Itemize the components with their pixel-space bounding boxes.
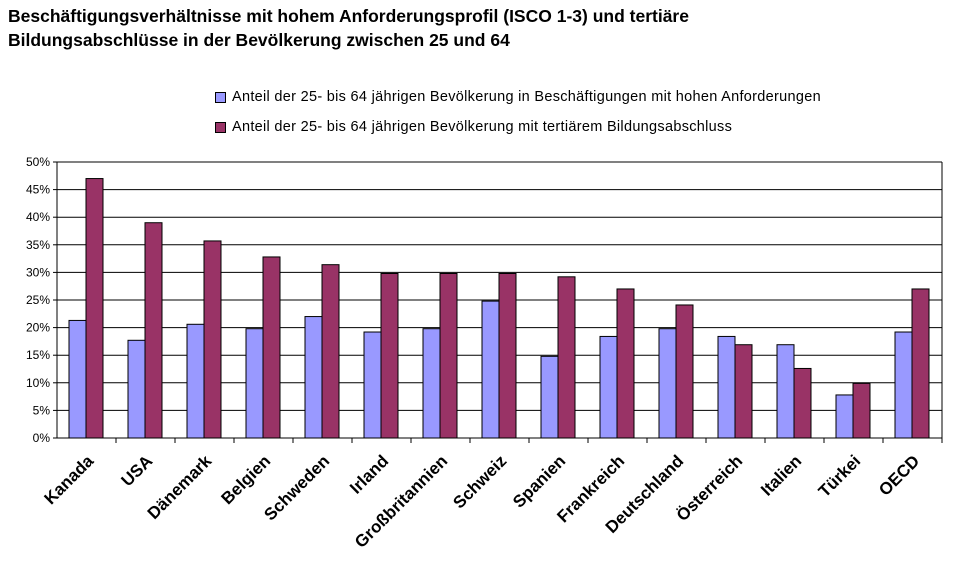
bar-employment-9: [599, 335, 618, 439]
bar-employment-1: [127, 339, 146, 439]
bar-employment-3: [245, 328, 264, 439]
bar-tertiary-13: [852, 382, 871, 439]
chart-title: Beschäftigungsverhältnisse mit hohem Anf…: [8, 4, 689, 52]
bar-tertiary-7: [498, 273, 517, 439]
bar-tertiary-5: [380, 273, 399, 439]
y-tick-label: 0%: [33, 431, 51, 445]
x-category-label: USA: [118, 451, 157, 490]
bar-tertiary-0: [85, 178, 104, 439]
y-tick-label: 25%: [26, 293, 50, 307]
bar-tertiary-11: [734, 344, 753, 439]
bar-employment-6: [422, 328, 441, 439]
legend-label-series-1: Anteil der 25- bis 64 jährigen Bevölkeru…: [232, 89, 821, 105]
bar-employment-7: [481, 300, 500, 439]
x-category-label: Spanien: [509, 451, 569, 511]
bar-employment-14: [894, 331, 913, 439]
bar-tertiary-2: [203, 240, 222, 439]
bar-employment-5: [363, 331, 382, 439]
x-category-label: Italien: [757, 451, 805, 499]
legend-item-series-2: Anteil der 25- bis 64 jährigen Bevölkeru…: [215, 112, 821, 142]
x-category-label: Türkei: [815, 451, 865, 501]
bar-tertiary-3: [262, 256, 281, 439]
chart-title-line1: Beschäftigungsverhältnisse mit hohem Anf…: [8, 6, 689, 26]
x-category-label: Dänemark: [144, 451, 216, 523]
bar-employment-10: [658, 328, 677, 439]
y-tick-label: 10%: [26, 376, 50, 390]
bar-tertiary-4: [321, 264, 340, 439]
x-category-label: Schweiz: [449, 451, 510, 512]
x-category-label: OECD: [875, 451, 923, 499]
bar-tertiary-9: [616, 288, 635, 439]
bar-tertiary-8: [557, 276, 576, 439]
y-tick-label: 50%: [26, 155, 50, 169]
legend-swatch-series-1: [215, 91, 226, 103]
bar-employment-2: [186, 323, 205, 439]
y-tick-label: 5%: [33, 403, 51, 417]
y-tick-label: 20%: [26, 321, 50, 335]
y-tick-label: 15%: [26, 348, 50, 362]
legend-item-series-1: Anteil der 25- bis 64 jährigen Bevölkeru…: [215, 82, 821, 112]
bar-tertiary-10: [675, 304, 694, 439]
x-category-label: Kanada: [40, 451, 97, 508]
bar-employment-12: [776, 344, 795, 439]
y-tick-label: 45%: [26, 183, 50, 197]
y-tick-label: 40%: [26, 210, 50, 224]
x-category-label: Belgien: [217, 451, 274, 508]
y-tick-label: 35%: [26, 238, 50, 252]
x-category-label: Irland: [346, 451, 392, 497]
bar-employment-13: [835, 394, 854, 439]
bar-tertiary-1: [144, 222, 163, 439]
chart-legend: Anteil der 25- bis 64 jährigen Bevölkeru…: [215, 82, 821, 142]
bar-tertiary-12: [793, 367, 812, 439]
legend-swatch-series-2: [215, 121, 226, 133]
bar-tertiary-14: [911, 288, 930, 439]
y-tick-label: 30%: [26, 265, 50, 279]
bar-tertiary-6: [439, 273, 458, 439]
bar-employment-11: [717, 335, 736, 439]
bar-employment-0: [68, 319, 87, 439]
chart-title-line2: Bildungsabschlüsse in der Bevölkerung zw…: [8, 30, 510, 50]
bar-employment-4: [304, 316, 323, 439]
legend-label-series-2: Anteil der 25- bis 64 jährigen Bevölkeru…: [232, 119, 733, 135]
bar-employment-8: [540, 355, 559, 439]
